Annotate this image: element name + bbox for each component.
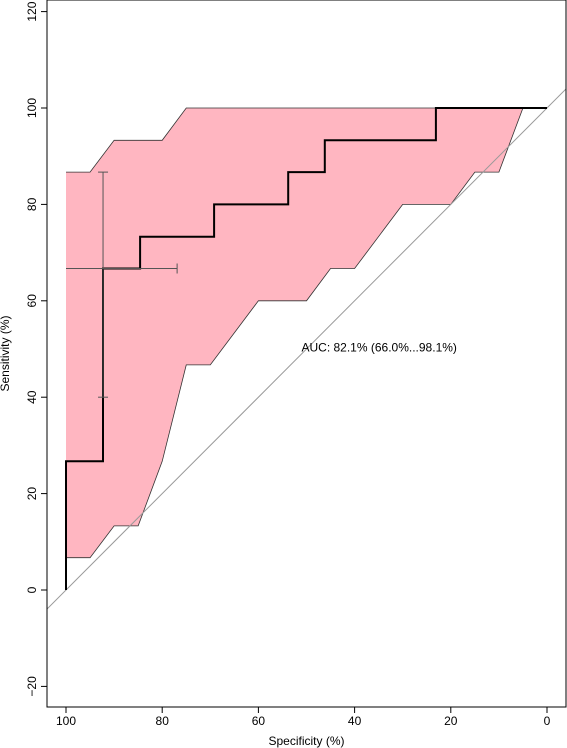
reference-diagonal-layer	[47, 88, 566, 610]
x-axis: 100 80 60 40 20 0	[56, 707, 551, 728]
x-tick-label: 100	[56, 714, 76, 728]
ci-lower-edge	[66, 107, 524, 559]
y-tick-label: 100	[25, 98, 39, 118]
y-axis: −20 0 20 40 60 80 100 120	[25, 1, 47, 697]
y-tick-label: 0	[25, 586, 39, 593]
y-tick-label: 80	[25, 197, 39, 211]
x-tick-label: 0	[544, 714, 551, 728]
y-tick-label: −20	[25, 676, 39, 697]
ci-upper-edge	[66, 107, 523, 173]
confidence-band	[66, 108, 523, 558]
x-tick-label: 20	[444, 714, 458, 728]
confidence-band-layer	[66, 107, 524, 559]
x-tick-label: 80	[156, 714, 170, 728]
y-tick-label: 120	[25, 1, 39, 21]
auc-annotation: AUC: 82.1% (66.0%...98.1%)	[302, 340, 457, 354]
y-axis-label: Sensitivity (%)	[0, 315, 12, 391]
y-tick-label: 40	[25, 390, 39, 404]
y-tick-label: 20	[25, 487, 39, 501]
plot-frame	[46, 0, 567, 708]
x-axis-label: Specificity (%)	[268, 734, 344, 748]
x-tick-label: 40	[348, 714, 362, 728]
x-tick-label: 60	[252, 714, 266, 728]
y-tick-label: 60	[25, 294, 39, 308]
ci-crosshair-layer	[66, 171, 178, 398]
reference-diagonal	[47, 88, 566, 610]
